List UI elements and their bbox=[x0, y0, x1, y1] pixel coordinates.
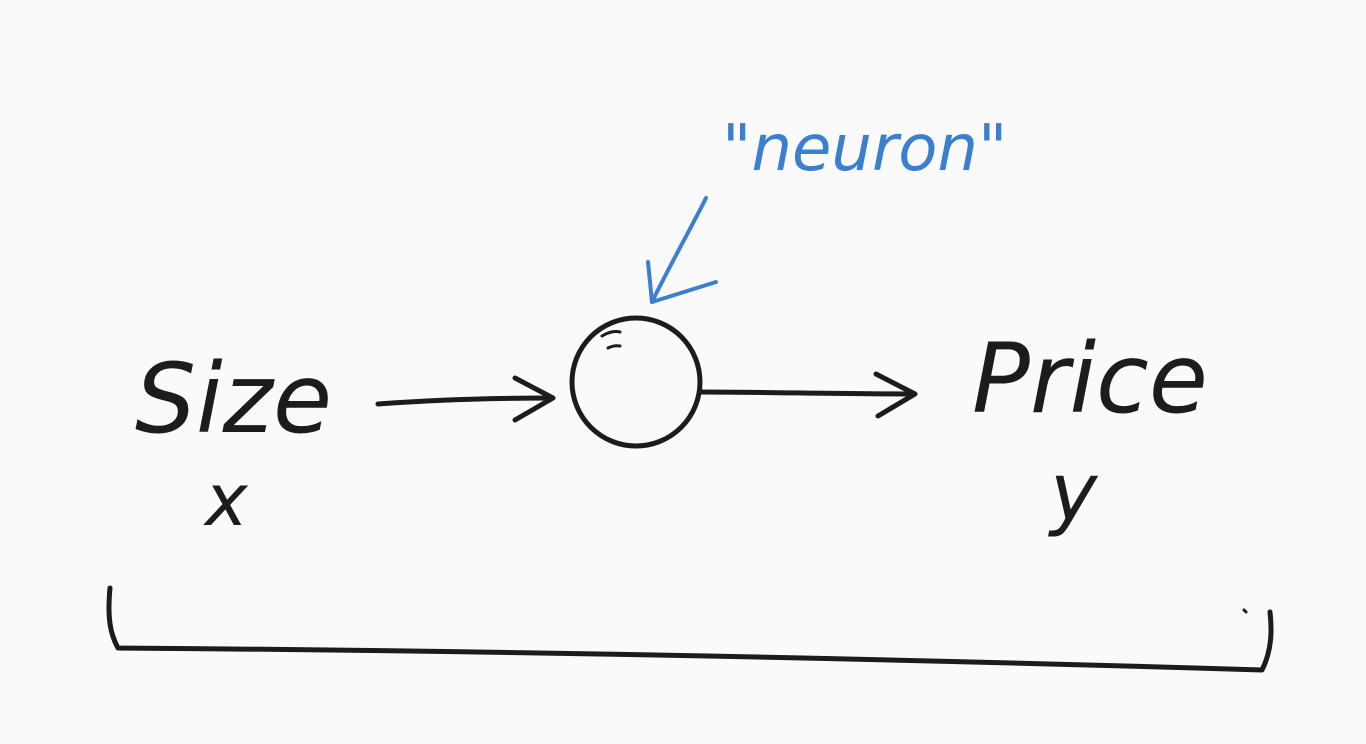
input-arrow bbox=[375, 375, 556, 423]
output-label: Price bbox=[972, 323, 1208, 435]
annotation-arrow bbox=[646, 196, 718, 304]
grouping-bracket bbox=[106, 585, 1274, 673]
input-label: Size bbox=[135, 343, 332, 455]
input-variable: x bbox=[203, 458, 249, 542]
neuron-annotation: "neuron" bbox=[722, 112, 1007, 186]
neuron-node bbox=[569, 315, 703, 449]
output-variable: y bbox=[1048, 446, 1099, 539]
output-arrow bbox=[699, 371, 918, 419]
